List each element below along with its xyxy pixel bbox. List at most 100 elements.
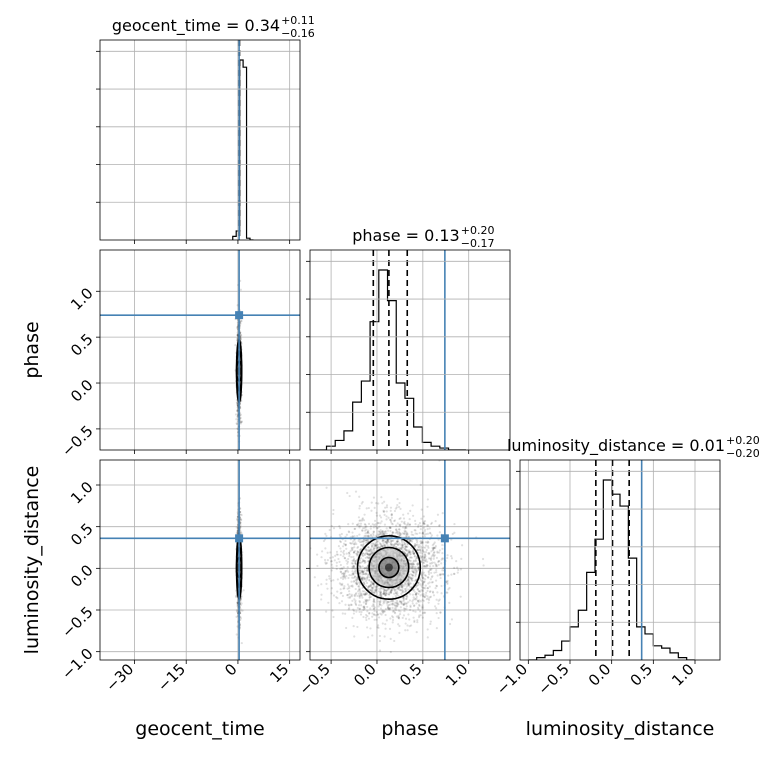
sample-point (438, 551, 441, 554)
sample-point (333, 559, 336, 562)
sample-point (375, 540, 378, 543)
sample-point (340, 572, 344, 575)
sample-point (381, 539, 384, 542)
sample-point (239, 524, 242, 527)
sample-point (411, 549, 415, 552)
sample-point (404, 552, 407, 555)
sample-point (399, 523, 402, 526)
sample-point (376, 546, 379, 550)
sample-point (415, 570, 418, 573)
sample-point (392, 592, 396, 595)
sample-point (346, 569, 349, 572)
sample-point (398, 517, 401, 521)
sample-point (379, 528, 382, 532)
sample-point (406, 595, 409, 599)
sample-point (366, 560, 370, 563)
sample-point (407, 575, 410, 578)
sample-point (336, 597, 339, 600)
sample-point (373, 519, 377, 522)
sample-point (358, 588, 361, 592)
sample-point (406, 538, 409, 541)
sample-point (393, 588, 397, 591)
sample-point (364, 525, 367, 529)
sample-point (364, 549, 367, 552)
sample-point (389, 591, 392, 594)
sample-point (400, 539, 403, 542)
sample-point (341, 612, 344, 615)
sample-point (365, 584, 368, 588)
sample-point (457, 568, 460, 572)
sample-point (426, 628, 429, 631)
sample-point (382, 532, 386, 536)
sample-point (403, 584, 406, 587)
sample-point (380, 613, 383, 616)
sample-point (239, 336, 242, 339)
sample-point (397, 609, 400, 612)
sample-point (361, 590, 364, 593)
sample-point (393, 589, 397, 593)
sample-point (363, 559, 366, 562)
sample-point (425, 548, 428, 552)
sample-point (403, 603, 406, 606)
sample-point (353, 566, 356, 569)
sample-point (398, 624, 401, 628)
sample-point (416, 563, 419, 566)
sample-point (371, 552, 374, 555)
sample-point (375, 585, 378, 589)
sample-point (351, 535, 354, 538)
sample-point (426, 545, 430, 548)
sample-point (404, 545, 407, 548)
sample-point (405, 594, 409, 597)
sample-point (373, 598, 376, 601)
sample-point (440, 592, 443, 595)
sample-point (354, 568, 357, 571)
sample-point (348, 590, 351, 593)
sample-point (405, 553, 408, 556)
sample-point (239, 598, 243, 601)
sample-point (426, 576, 430, 579)
sample-point (366, 569, 369, 572)
sample-point (392, 539, 395, 542)
sample-point (364, 593, 367, 596)
sample-point (417, 590, 421, 593)
sample-point (405, 545, 408, 549)
sample-point (395, 545, 398, 549)
sample-point (414, 559, 417, 562)
sample-point (446, 591, 449, 594)
sample-point (355, 552, 358, 555)
sample-point (413, 544, 416, 548)
sample-point (395, 588, 398, 591)
sample-point (455, 560, 458, 563)
sample-point (376, 584, 379, 587)
sample-point (415, 602, 418, 605)
sample-point (389, 541, 392, 544)
sample-point (424, 559, 427, 562)
sample-point (379, 593, 382, 597)
contour-line (368, 546, 410, 589)
sample-point (352, 625, 355, 628)
sample-point (347, 523, 350, 526)
sample-point (385, 542, 388, 545)
sample-point (235, 418, 238, 421)
sample-point (399, 533, 402, 537)
sample-point (374, 614, 377, 617)
sample-point (366, 552, 369, 556)
sample-point (413, 528, 416, 532)
sample-point (481, 557, 485, 561)
sample-point (374, 545, 377, 548)
sample-point (373, 543, 377, 547)
sample-point (374, 541, 377, 544)
sample-point (395, 528, 398, 531)
sample-point (389, 519, 392, 522)
sample-point (374, 589, 377, 593)
sample-point (376, 546, 379, 550)
sample-point (400, 592, 403, 595)
sample-point (392, 609, 395, 613)
sample-point (379, 607, 383, 610)
sample-point (361, 554, 364, 557)
sample-point (343, 557, 346, 560)
y-tick-label: 0.5 (67, 520, 97, 550)
y-tick-label: 0.5 (67, 330, 97, 360)
sample-point (353, 546, 356, 549)
sample-point (363, 567, 366, 570)
